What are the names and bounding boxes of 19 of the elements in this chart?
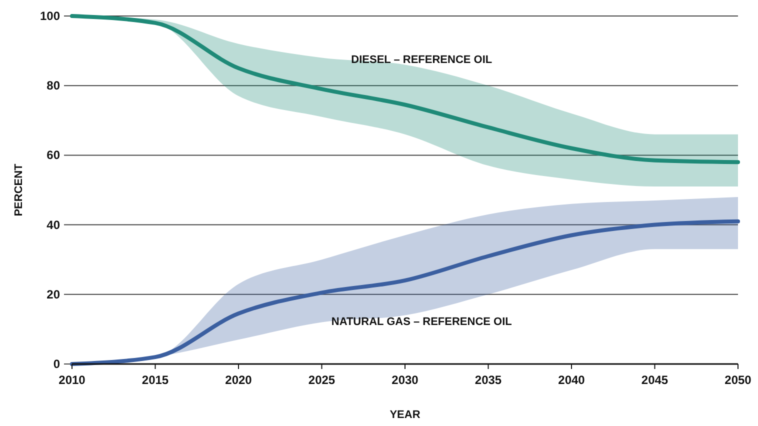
x-tick-label: 2010 bbox=[58, 373, 86, 387]
y-tick-label: 40 bbox=[46, 218, 60, 232]
y-tick-label: 20 bbox=[46, 287, 60, 302]
y-tick-label: 0 bbox=[53, 357, 60, 371]
x-tick-label: 2050 bbox=[724, 373, 752, 387]
x-tick-label: 2030 bbox=[392, 373, 419, 387]
x-axis-title: YEAR bbox=[390, 409, 420, 421]
x-tick-label: 2040 bbox=[558, 373, 586, 387]
x-tick-label: 2020 bbox=[225, 373, 252, 387]
x-tick-label: 2015 bbox=[142, 373, 169, 387]
text: DIESEL – REFERENCE OIL bbox=[351, 54, 492, 66]
x-tick-label: 2045 bbox=[641, 373, 668, 387]
y-axis-title: PERCENT bbox=[13, 163, 25, 216]
text: NATURAL GAS – REFERENCE OIL bbox=[331, 316, 512, 328]
x-tick-label: 2035 bbox=[474, 373, 502, 387]
x-tick-label: 2025 bbox=[308, 373, 336, 387]
y-tick-label: 80 bbox=[46, 78, 60, 93]
y-tick-label: 100 bbox=[40, 9, 60, 23]
y-tick-label: 60 bbox=[46, 148, 60, 162]
